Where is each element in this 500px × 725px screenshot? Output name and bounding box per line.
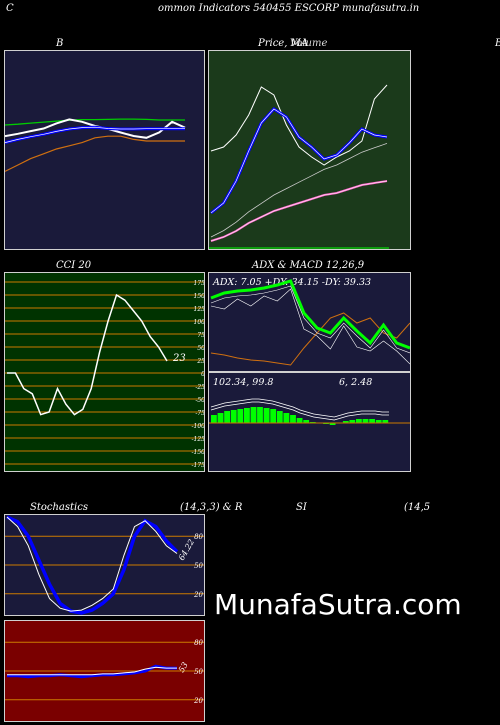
bollinger-title: B xyxy=(56,38,64,49)
stochastics-tick-label: 50 xyxy=(194,562,203,570)
bollinger-upper-line xyxy=(5,118,185,126)
stochastics-tick-label: 20 xyxy=(193,591,203,599)
macd-signal-line xyxy=(210,401,389,421)
cci-tick-label: 125 xyxy=(194,306,205,313)
cci-chart: 175 150 125 100 75 50 25 0 -25 -50 -75 -100 -125 -150… xyxy=(5,280,205,469)
macd-histogram-bar xyxy=(356,419,362,423)
macd-histogram-bar xyxy=(224,411,230,423)
ma-slow-line xyxy=(210,180,388,242)
right-edge-title: B xyxy=(495,38,500,49)
macd-histogram-bar xyxy=(290,415,296,423)
macd-histogram-bar xyxy=(342,421,349,423)
macd-histogram-bar xyxy=(237,409,244,423)
macd-histogram-bar xyxy=(244,408,250,423)
cci-tick-label: -25 xyxy=(195,384,205,391)
macd-histogram-bar xyxy=(211,415,217,423)
macd-histogram-bar xyxy=(349,420,356,423)
stochastics-tick-label: 80 xyxy=(194,533,203,541)
cci-tick-label: -75 xyxy=(195,410,205,417)
rsi-line xyxy=(7,664,177,679)
bollinger-lower-line xyxy=(5,135,185,172)
macd-line xyxy=(210,398,389,418)
ma-short-line xyxy=(210,107,388,215)
macd-histogram-bar xyxy=(217,413,224,423)
minus-dy-line xyxy=(210,312,410,366)
cci-tick-label: 175 xyxy=(194,280,205,287)
rsi-chart: 80 50 20 53 xyxy=(5,639,204,705)
cci-title: CCI 20 xyxy=(56,260,92,271)
price-ma-panel xyxy=(208,50,411,250)
macd-label-left: 102.34, 99.8 xyxy=(213,377,273,388)
adx-panel: ADX: 7.05 +DY: 34.15 -DY: 39.33 xyxy=(208,272,411,372)
cci-tick-label: 25 xyxy=(196,358,205,365)
rsi-value-label: 53 xyxy=(177,661,190,674)
macd-histogram-bar xyxy=(270,409,277,423)
bollinger-middle-line xyxy=(5,125,185,145)
stochastics-chart: 80 50 20 64.22 xyxy=(5,515,204,615)
cci-tick-label: 100 xyxy=(194,319,205,326)
watermark: MunafaSutra.com xyxy=(214,588,462,621)
bollinger-panel xyxy=(4,50,205,250)
stochastics-title: Stochastics xyxy=(30,502,88,513)
price-ma-title: Price, MA xyxy=(258,38,309,49)
cci-tick-label: -50 xyxy=(195,397,205,404)
price-line xyxy=(210,84,388,166)
price-ma-chart xyxy=(209,84,389,249)
volume-title: Volume xyxy=(290,38,328,49)
cci-tick-label: 50 xyxy=(197,345,205,352)
cci-value-label: 23 xyxy=(172,353,186,364)
adx-line-a xyxy=(210,285,410,354)
rsi-tick-label: 20 xyxy=(193,697,203,705)
cci-tick-label: -175 xyxy=(192,462,205,469)
rsi-tick-label: 80 xyxy=(194,639,203,647)
macd-histogram-bar xyxy=(257,407,263,423)
ma-short-highlight xyxy=(210,108,388,214)
rsi-tick-label: 50 xyxy=(194,668,203,676)
rsi-params: (14,5 xyxy=(404,502,431,513)
stochastics-params: (14,3,3) & R xyxy=(180,502,243,513)
adx-macd-title: ADX & MACD 12,26,9 xyxy=(252,260,365,271)
macd-histogram-bar xyxy=(375,420,382,423)
macd-histogram-bar xyxy=(329,423,336,425)
macd-histogram-bar xyxy=(296,418,303,423)
cci-line xyxy=(7,293,168,416)
bollinger-chart xyxy=(5,118,186,172)
macd-histogram-bar xyxy=(250,407,257,423)
macd-histogram-bar xyxy=(283,413,290,423)
macd-chart: 102.34, 99.8 6, 2.48 xyxy=(209,377,410,425)
cci-tick-label: 150 xyxy=(194,293,205,300)
cci-tick-label: 0 xyxy=(201,371,205,378)
rsi-panel: 80 50 20 53 xyxy=(4,620,205,722)
rsi-signal-line xyxy=(7,666,177,676)
plus-dy-line xyxy=(210,279,410,350)
macd-histogram-bar xyxy=(263,408,270,423)
adx-chart: ADX: 7.05 +DY: 34.15 -DY: 39.33 xyxy=(210,277,410,366)
macd-histogram-bar xyxy=(276,411,283,423)
cci-tick-label: 75 xyxy=(197,332,205,339)
cci-tick-label: -150 xyxy=(192,449,205,456)
stochastics-k-line xyxy=(6,515,179,615)
page-title: ommon Indicators 540455 ESCORP munafasut… xyxy=(158,3,420,14)
stochastics-d-line xyxy=(6,516,178,612)
ma-slow-highlight xyxy=(210,180,388,242)
stochastics-value-label: 64.22 xyxy=(177,538,196,562)
bollinger-middle-highlight xyxy=(5,126,185,143)
macd-label-right: 6, 2.48 xyxy=(339,377,372,388)
macd-histogram-bar xyxy=(362,419,369,423)
ma-long-line xyxy=(210,143,388,238)
macd-histogram-bar xyxy=(369,419,375,423)
header-letter: C xyxy=(6,3,14,14)
macd-histogram-bar xyxy=(230,410,237,423)
rsi-title: SI xyxy=(296,502,307,513)
cci-tick-label: -100 xyxy=(192,423,205,430)
macd-histogram-bar xyxy=(303,420,310,423)
macd-panel: 102.34, 99.8 6, 2.48 xyxy=(208,372,411,472)
cci-tick-label: -125 xyxy=(192,436,205,443)
stochastics-panel: 80 50 20 64.22 xyxy=(4,514,205,616)
macd-histogram-bar xyxy=(382,420,389,423)
adx-line-b xyxy=(210,288,410,365)
cci-panel: 175 150 125 100 75 50 25 0 -25 -50 -75 -100 -125 -150… xyxy=(4,272,205,472)
